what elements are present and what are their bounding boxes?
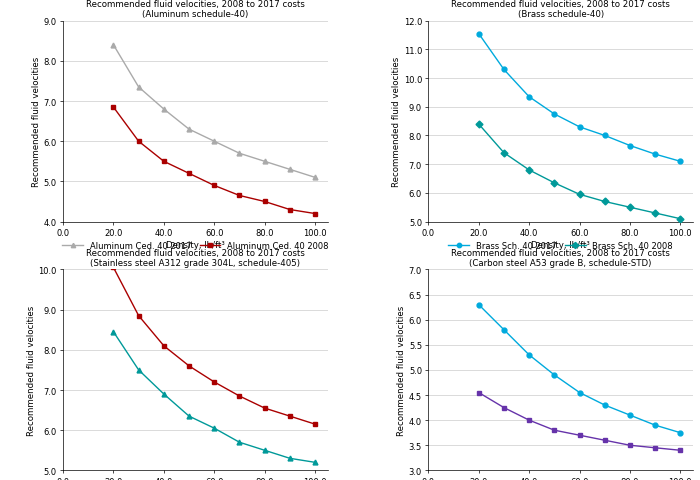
- Y-axis label: Recommended fluid velocities: Recommended fluid velocities: [32, 57, 41, 187]
- Y-axis label: Recommended fluid velocities: Recommended fluid velocities: [392, 57, 401, 187]
- Legend: Aluminum Ced. 40 2017, Aluminum Ced. 40 2008: Aluminum Ced. 40 2017, Aluminum Ced. 40 …: [62, 241, 328, 251]
- Title: Recommended fluid velocities, 2008 to 2017 costs
(Stainless steel A312 grade 304: Recommended fluid velocities, 2008 to 20…: [86, 248, 304, 268]
- Title: Recommended fluid velocities, 2008 to 2017 costs
(Brass schedule-40): Recommended fluid velocities, 2008 to 20…: [452, 0, 670, 19]
- Title: Recommended fluid velocities, 2008 to 2017 costs
(Aluminum schedule-40): Recommended fluid velocities, 2008 to 20…: [86, 0, 304, 19]
- X-axis label: Density, lb/ft³: Density, lb/ft³: [166, 240, 225, 249]
- Legend: Brass Sch. 40 2017, Brass Sch. 40 2008: Brass Sch. 40 2017, Brass Sch. 40 2008: [449, 241, 673, 251]
- Y-axis label: Recommended fluid velocities: Recommended fluid velocities: [397, 305, 406, 435]
- Title: Recommended fluid velocities, 2008 to 2017 costs
(Carbon steel A53 grade B, sche: Recommended fluid velocities, 2008 to 20…: [452, 248, 670, 268]
- Y-axis label: Recommended fluid velocities: Recommended fluid velocities: [27, 305, 36, 435]
- X-axis label: Density, lb/ft³: Density, lb/ft³: [531, 240, 590, 249]
